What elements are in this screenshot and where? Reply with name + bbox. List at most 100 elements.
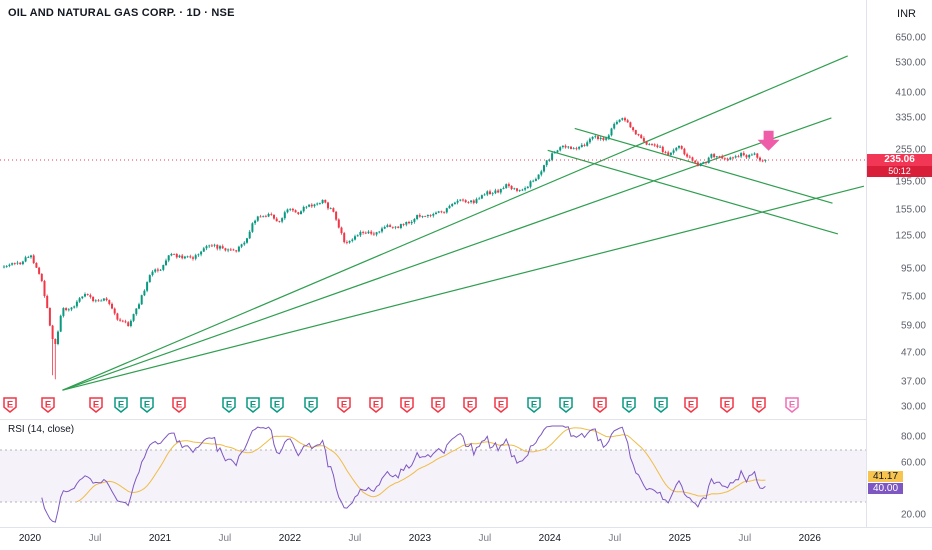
svg-text:E: E [7,399,13,410]
earnings-icon[interactable]: E [400,397,414,413]
earnings-icon[interactable]: E [463,397,477,413]
trendline[interactable] [62,185,865,391]
svg-text:E: E [688,399,694,410]
time-axis-label: 2020 [18,533,42,544]
earnings-icon[interactable]: E [41,397,55,413]
svg-text:E: E [144,399,150,410]
price-axis-label: 255.00 [895,144,926,156]
svg-text:E: E [176,399,182,410]
rsi-axis-label: 80.00 [900,431,926,443]
svg-text:E: E [45,399,51,410]
svg-text:E: E [435,399,441,410]
trendline[interactable] [62,117,832,391]
time-axis-label: Jul [348,533,362,544]
earnings-icon[interactable]: E [270,397,284,413]
last-price-badge: 235.06 [867,154,932,166]
time-axis-label: 2026 [798,533,821,544]
svg-text:E: E [724,399,730,410]
bar-countdown-badge: 50:12 [867,166,932,177]
price-axis-label: 195.00 [895,176,926,188]
price-axis-label: 30.00 [900,401,926,413]
rsi-ma-line [76,427,766,503]
price-axis[interactable]: 650.00 530.00 410.00 335.00 255.00 195.00 155.… [866,0,932,528]
rsi-indicator-label[interactable]: RSI (14, close) [8,424,75,435]
time-axis-label: Jul [218,533,232,544]
earnings-icon[interactable]: E [622,397,636,413]
earnings-icon[interactable]: E [89,397,103,413]
earnings-icon[interactable]: E [246,397,260,413]
earnings-icon[interactable]: E [222,397,236,413]
pane-divider[interactable] [0,419,932,420]
earnings-icon[interactable]: E [337,397,351,413]
svg-text:E: E [308,399,314,410]
earnings-icon[interactable]: E [369,397,383,413]
price-axis-label: 95.00 [900,263,926,275]
svg-text:E: E [274,399,280,410]
earnings-icon[interactable]: E [752,397,766,413]
trendlines [62,55,865,391]
rsi-axis-label: 20.00 [900,509,926,521]
price-axis-label: 335.00 [895,112,926,123]
svg-text:E: E [118,399,124,410]
time-axis[interactable]: 2020 Jul 2021 Jul 2022 Jul 2023 Jul 2024 Jul 2025 J… [0,527,932,550]
rsi-axis-label: 60.00 [900,457,926,469]
svg-text:E: E [250,399,256,410]
earnings-icon[interactable]: E [494,397,508,413]
rsi-band [0,450,867,502]
time-axis-label: 2023 [408,533,432,544]
time-axis-label: 2021 [148,533,172,544]
svg-text:E: E [789,399,795,410]
time-axis-label: Jul [478,533,492,544]
earnings-icon[interactable]: E [304,397,318,413]
svg-text:E: E [467,399,473,410]
earnings-icon[interactable]: E [140,397,154,413]
time-axis-label: 2024 [538,533,561,544]
rsi-line [41,425,766,523]
earnings-icon[interactable]: E [3,397,17,413]
price-axis-label: 410.00 [895,87,926,99]
price-axis-label: 59.00 [900,320,926,332]
symbol-title[interactable]: OIL AND NATURAL GAS CORP. · 1D · NSE [8,7,235,19]
svg-text:E: E [498,399,504,410]
chart-canvas[interactable] [0,0,867,528]
svg-text:E: E [226,399,232,410]
earnings-icon[interactable]: E [114,397,128,413]
earnings-icon[interactable]: E [431,397,445,413]
price-axis-label: 37.00 [900,376,926,388]
earnings-icon[interactable]: E [785,397,799,413]
trendline[interactable] [574,127,833,204]
svg-text:E: E [597,399,603,410]
earnings-icon[interactable]: E [527,397,541,413]
rsi-value-badge: 40.00 [868,483,904,494]
earnings-icon[interactable]: E [684,397,698,413]
price-axis-label: 75.00 [900,291,926,303]
price-axis-label: 125.00 [895,230,926,242]
candlestick-series [3,116,767,380]
svg-text:E: E [93,399,99,410]
svg-text:E: E [341,399,347,410]
time-axis-label: 2022 [278,533,302,544]
price-axis-label: 530.00 [895,57,926,68]
earnings-icon[interactable]: E [559,397,573,413]
earnings-icon[interactable]: E [654,397,668,413]
svg-text:E: E [626,399,632,410]
earnings-icon[interactable]: E [720,397,734,413]
svg-text:E: E [658,399,664,410]
trendline[interactable] [547,149,839,235]
earnings-icon[interactable]: E [593,397,607,413]
price-axis-label: 47.00 [900,347,926,359]
svg-text:E: E [404,399,410,410]
trendline[interactable] [62,55,848,391]
time-axis-label: Jul [608,533,622,544]
svg-text:E: E [756,399,762,410]
time-axis-label: Jul [738,533,752,544]
price-axis-label: 155.00 [895,204,926,216]
time-axis-label: 2025 [668,533,691,544]
earnings-icon[interactable]: E [172,397,186,413]
price-axis-label: 650.00 [895,32,926,44]
rsi-ma-value-badge: 41.17 [868,471,904,482]
currency-label[interactable]: INR [897,8,916,20]
down-arrow-marker[interactable] [757,130,780,151]
